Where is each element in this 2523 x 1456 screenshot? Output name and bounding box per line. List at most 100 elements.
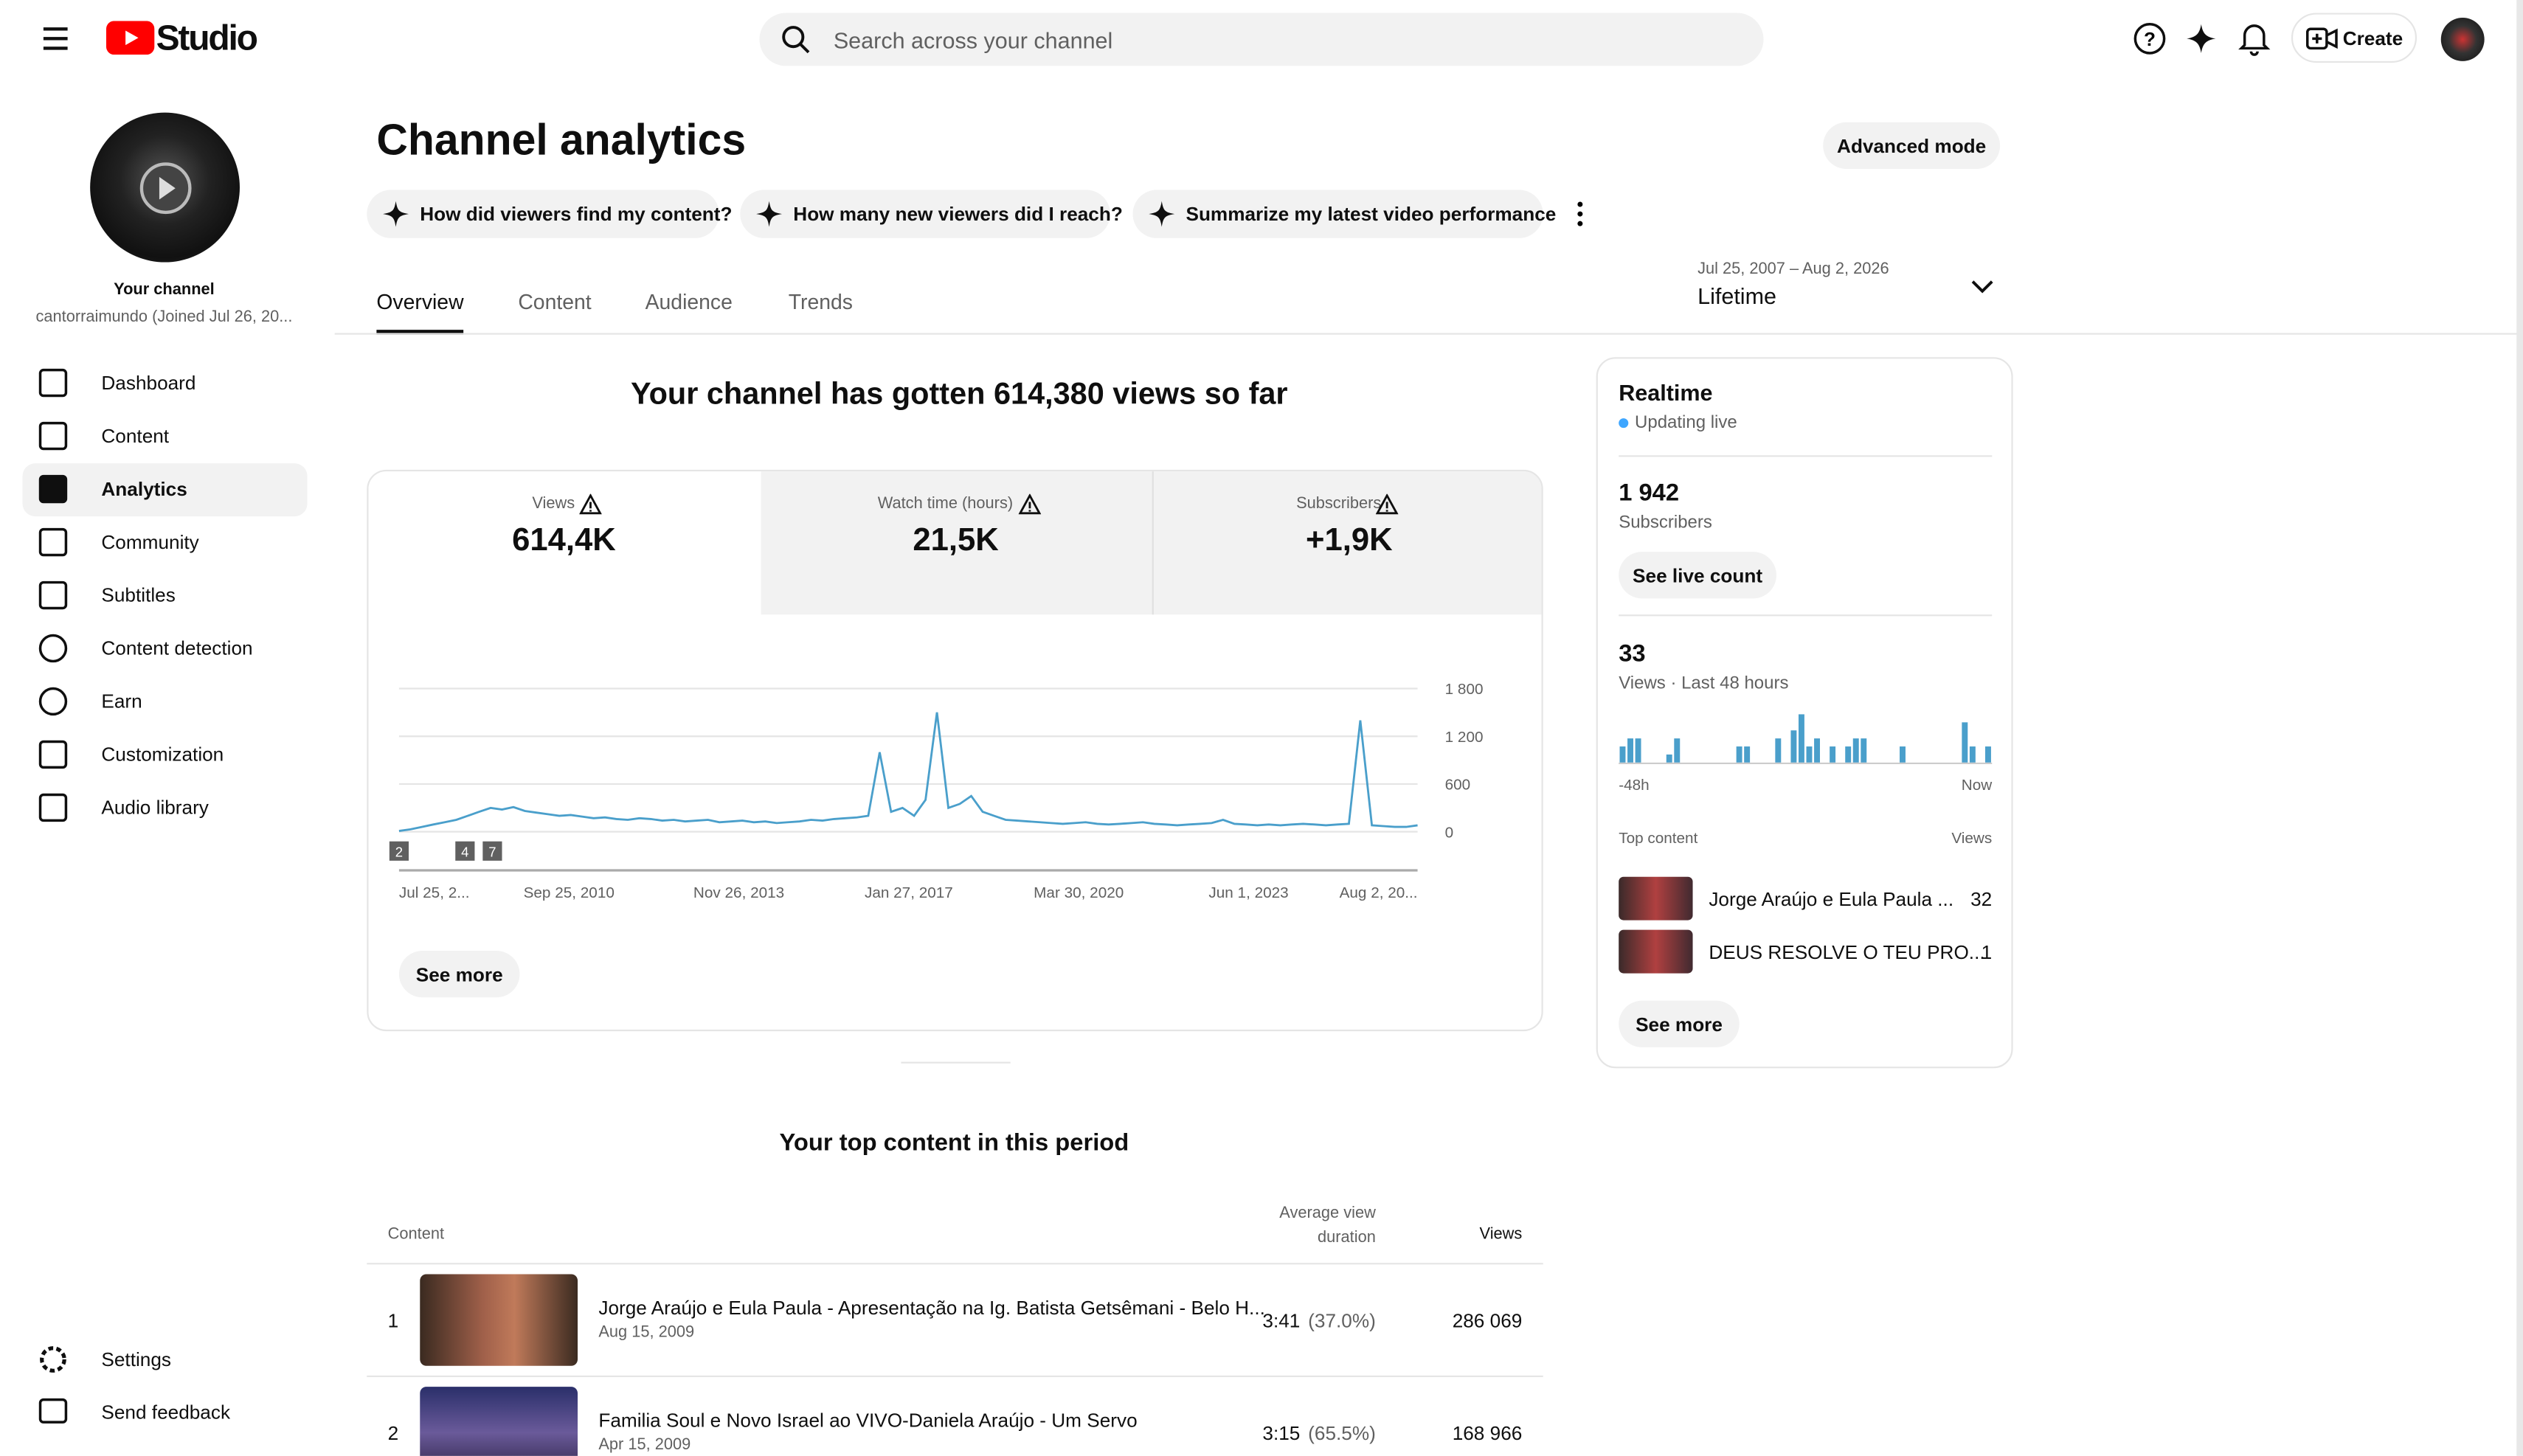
- rt-x-label: Now: [1962, 777, 1993, 794]
- y-tick-label: 1 800: [1445, 681, 1484, 698]
- nav-icon: [38, 527, 68, 557]
- rt-divider: [1619, 455, 1993, 457]
- nav-item[interactable]: Customization: [101, 743, 224, 766]
- col-avg: Average view duration: [1279, 1204, 1376, 1247]
- more-icon[interactable]: [1574, 199, 1586, 228]
- views-chart: 0 600 1 200 1 800 2 4 7 Jul 25, 2... Sep 25, 201…: [389, 681, 1484, 901]
- annotation-label: 4: [461, 844, 468, 859]
- bell-icon[interactable]: [2238, 21, 2271, 56]
- suggestion-chip[interactable]: How many new viewers did I reach?: [740, 190, 1123, 238]
- page-title: Channel analytics: [376, 116, 747, 164]
- tab[interactable]: Trends: [788, 289, 853, 314]
- nav-item[interactable]: Audio library: [101, 796, 209, 819]
- warning-icon[interactable]: [1017, 493, 1041, 515]
- metric-name: Watch time (hours): [877, 495, 1014, 513]
- date-chevron[interactable]: [1970, 275, 1996, 298]
- annotation-box: [389, 841, 409, 861]
- row-rank: 2: [387, 1422, 399, 1445]
- realtime-title: Realtime: [1619, 379, 1713, 406]
- nav-item[interactable]: Subtitles: [101, 583, 176, 607]
- row-title[interactable]: Familia Soul e Novo Israel ao VIVO-Danie…: [598, 1409, 1138, 1432]
- tab-indicator: [376, 330, 464, 335]
- nav-icon: [38, 740, 68, 769]
- icon-shape: [38, 687, 68, 716]
- help-icon[interactable]: ?: [2132, 21, 2167, 56]
- metric-tab[interactable]: Subscribers +1,9K: [1152, 471, 1542, 615]
- rt-top-title[interactable]: DEUS RESOLVE O TEU PRO...: [1709, 940, 1985, 964]
- warning-icon[interactable]: [579, 493, 602, 515]
- account-avatar[interactable]: [2440, 17, 2485, 61]
- suggestion-chip[interactable]: How did viewers find my content?: [367, 190, 732, 238]
- tab[interactable]: Audience: [645, 289, 733, 314]
- sparkle-icon: [383, 201, 409, 227]
- search-placeholder: Search across your channel: [833, 27, 1113, 53]
- menu-icon[interactable]: [38, 23, 74, 55]
- see-more-button[interactable]: See more: [398, 951, 520, 998]
- live-count-button[interactable]: See live count: [1619, 552, 1776, 599]
- top-content-title: Your top content in this period: [779, 1129, 1129, 1157]
- row-title[interactable]: Jorge Araújo e Eula Paula - Apresentação…: [598, 1296, 1265, 1320]
- realtime-card: [1596, 357, 2013, 1069]
- rt-top-label: Top content: [1619, 830, 1698, 848]
- nav-item[interactable]: Analytics: [101, 477, 187, 501]
- search-box[interactable]: Search across your channel: [759, 13, 1764, 66]
- nav-item[interactable]: Content: [101, 424, 170, 448]
- warning-icon[interactable]: [1375, 493, 1399, 515]
- date-label[interactable]: Lifetime: [1697, 282, 1777, 309]
- channel-name: cantorraimundo (Joined Jul 26, 20...: [35, 308, 293, 327]
- row-thumb[interactable]: [420, 1387, 578, 1456]
- suggestion-text: How did viewers find my content?: [420, 202, 733, 226]
- nav-item[interactable]: Settings: [101, 1348, 171, 1371]
- metric-tab[interactable]: Watch time (hours) 21,5K: [760, 471, 1152, 615]
- nav-item[interactable]: Dashboard: [101, 371, 196, 395]
- logo-text[interactable]: Studio: [156, 17, 258, 58]
- nav-item[interactable]: Community: [101, 530, 199, 554]
- scrollbar-edge: [2516, 0, 2523, 1456]
- row-thumb[interactable]: [420, 1274, 578, 1366]
- x-tick-label: Jul 25, 2...: [399, 884, 470, 901]
- nav-icon: [40, 1346, 66, 1373]
- rt-bar: [1635, 738, 1641, 763]
- icon-shape: [38, 1398, 68, 1424]
- icon-shape: [756, 201, 783, 227]
- rt-bar: [1984, 746, 1991, 763]
- tab[interactable]: Overview: [376, 289, 464, 314]
- sparkle-icon[interactable]: [2185, 23, 2218, 55]
- advanced-mode-button[interactable]: Advanced mode: [1823, 122, 2001, 170]
- rt-views-label: Views · Last 48 hours: [1619, 673, 1789, 694]
- icon-shape: [1375, 493, 1399, 515]
- annotation-label: 2: [395, 844, 403, 859]
- channel-avatar[interactable]: [90, 112, 240, 263]
- suggestion-chip[interactable]: Summarize my latest video performance: [1132, 190, 1556, 238]
- nav-item[interactable]: Send feedback: [101, 1401, 231, 1424]
- row-duration: 3:41: [1262, 1309, 1301, 1332]
- nav-icon: [38, 421, 68, 451]
- overview-card: Views 614,4K Watch time (hours) 21,5K Subscr…: [367, 469, 1543, 1032]
- nav-active-bg: [22, 463, 308, 517]
- icon-shape: [38, 634, 68, 663]
- nav-item[interactable]: Earn: [101, 690, 142, 713]
- rt-top-title[interactable]: Jorge Araújo e Eula Paula ...: [1709, 887, 1954, 911]
- tab-divider: [334, 333, 2523, 335]
- row-date: Apr 15, 2009: [598, 1436, 691, 1455]
- rt-top-views: 1: [1981, 940, 1993, 964]
- metric-tab[interactable]: Views 614,4K: [368, 471, 761, 615]
- rt-see-more[interactable]: See more: [1619, 1000, 1740, 1047]
- metric-value: 614,4K: [512, 522, 616, 558]
- rt-bar: [1962, 722, 1968, 763]
- x-tick-label: Jan 27, 2017: [865, 884, 953, 901]
- icon-shape: [1017, 493, 1041, 515]
- create-button[interactable]: Create: [2291, 13, 2418, 63]
- y-tick-label: 0: [1445, 824, 1454, 841]
- tab[interactable]: Content: [518, 289, 592, 314]
- logo-icon[interactable]: [105, 21, 155, 55]
- nav-icon: [38, 368, 68, 398]
- x-tick-label: Jun 1, 2023: [1208, 884, 1288, 901]
- nav-item[interactable]: Content detection: [101, 637, 253, 660]
- row-line: [367, 1263, 1543, 1265]
- nav-icon: [38, 793, 68, 822]
- rt-bar: [1744, 746, 1751, 763]
- avatar-play: [139, 162, 192, 215]
- create-icon: [2305, 27, 2338, 50]
- nav-icon: [38, 1398, 68, 1424]
